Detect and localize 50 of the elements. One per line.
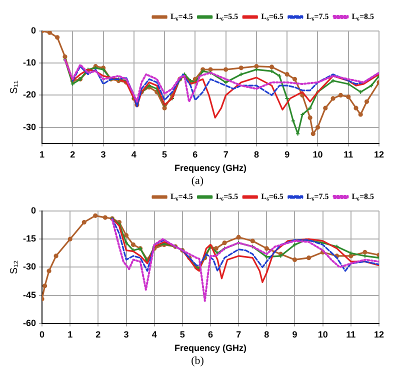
y-tick-label: 0 [30,25,36,36]
x-tick-label: 5 [180,329,185,340]
x-tick-label: 5 [162,149,168,160]
x-tick-label: 12 [374,149,384,160]
x-tick-label: 2 [96,329,101,340]
legend-label: L₆=4.5 [170,12,193,22]
x-tick-label: 3 [124,329,129,340]
y-tick-label: -15 [22,234,36,244]
x-tick-label: 1 [68,329,73,340]
y-tick-label: 0 [30,205,36,216]
x-tick-label: 12 [374,329,384,340]
x-tick-label: 4 [131,149,136,160]
legend-label: L₆=5.5 [216,12,238,22]
x-tick-label: 2 [70,149,76,160]
text: (b) [190,354,205,368]
y-tick-label: -10 [22,58,36,68]
y-axis-title: S₁₂ [8,260,20,274]
legend-label: L₆=6.5 [261,192,284,202]
legend-label: L₆=5.5 [216,192,238,202]
y-tick-label: -60 [22,318,36,328]
x-tick-label: 10 [312,149,323,160]
legend-label: L₆=7.5 [306,12,329,22]
legend-label: L₆=4.5 [170,192,193,202]
x-tick-label: 8 [264,329,270,340]
x-tick-label: 11 [344,149,354,160]
x-tick-label: 7 [236,329,242,340]
y-tick-label: -30 [22,122,36,132]
legend-label: L₆=8.5 [352,12,374,22]
x-tick-label: 1 [40,149,45,160]
legend-label: L₆=7.5 [306,192,329,202]
x-tick-label: 11 [346,329,356,340]
x-tick-label: 4 [152,329,157,340]
x-tick-label: 3 [100,149,106,160]
y-tick-label: -30 [22,262,36,272]
legend-label: L₆=8.5 [352,192,374,202]
y-axis-title: S₁₁ [8,80,20,94]
text: (a) [190,174,205,188]
x-tick-label: 8 [254,149,259,160]
x-axis-title: Frequency (GHz) [174,163,247,174]
legend-label: L₆=6.5 [261,12,284,22]
x-axis-title: Frequency (GHz) [174,343,247,354]
y-tick-label: -20 [22,90,36,100]
x-tick-label: 9 [292,329,298,340]
x-tick-label: 9 [284,149,290,160]
x-tick-label: 6 [208,329,214,340]
y-tick-label: -45 [22,290,36,300]
x-tick-label: 6 [192,149,198,160]
x-tick-label: 0 [40,329,45,340]
x-tick-label: 10 [318,329,328,340]
x-tick-label: 7 [223,149,228,160]
